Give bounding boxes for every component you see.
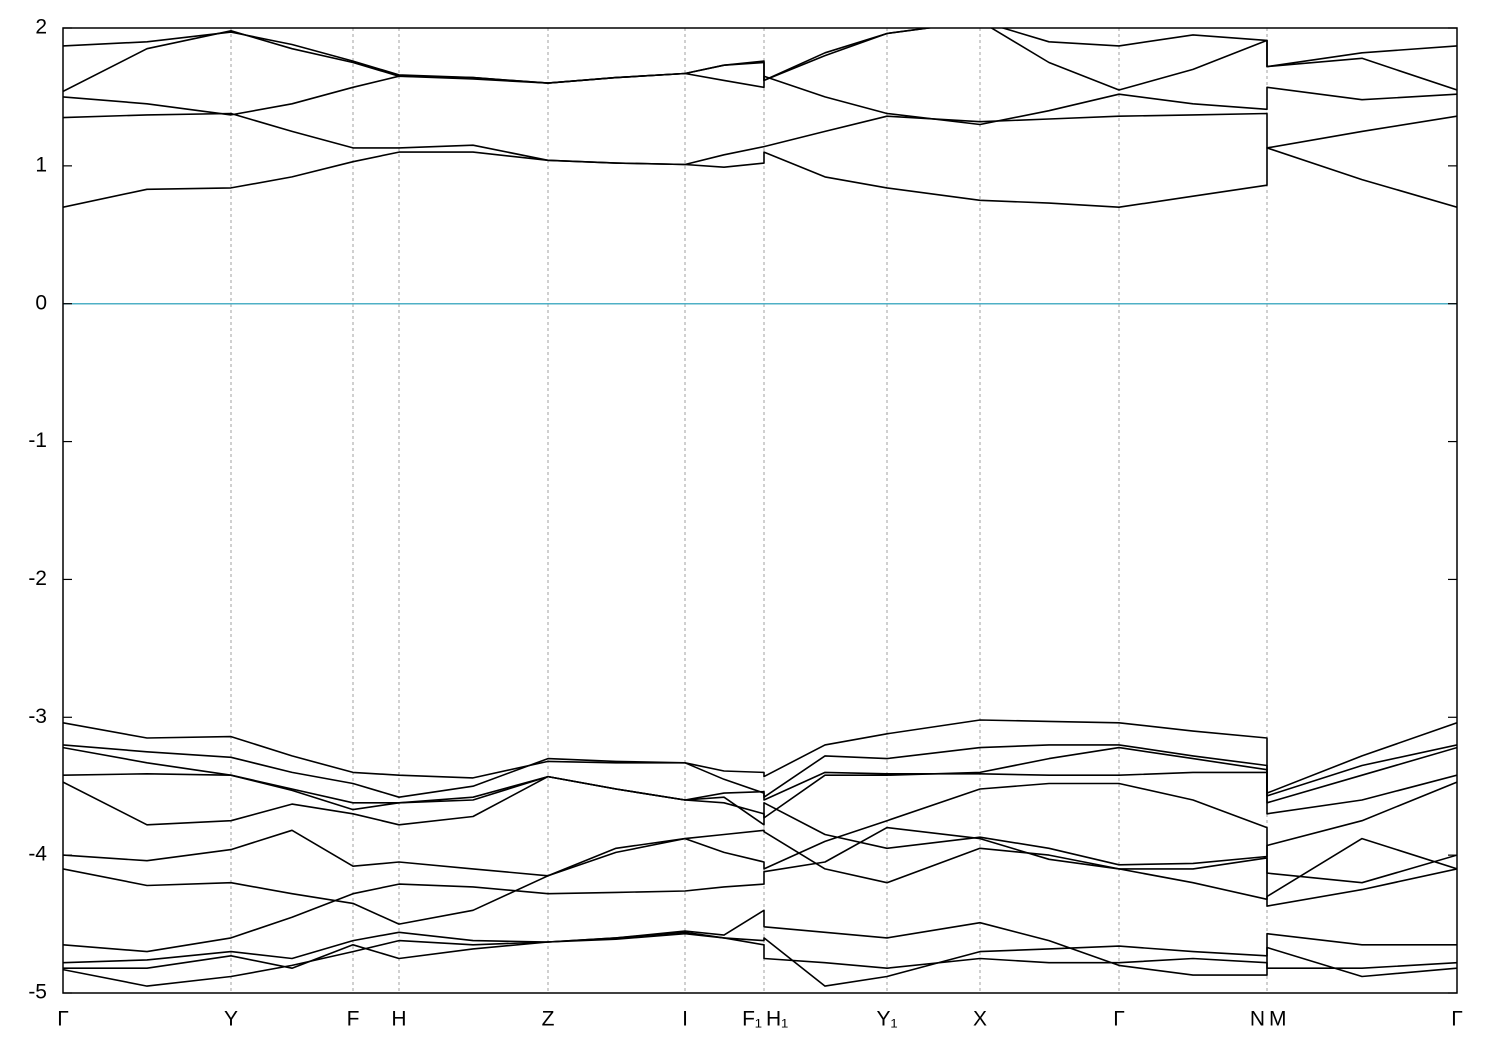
- band-line: [63, 744, 1457, 798]
- bands: [63, 28, 1457, 987]
- plot-frame: [62, 27, 1458, 994]
- band-line: [63, 746, 1457, 819]
- band-line: [63, 147, 1457, 208]
- y-tick-label: -4: [28, 843, 47, 866]
- grid: [63, 28, 1457, 993]
- x-tick-label: Γ: [57, 1008, 69, 1031]
- band-line: [63, 829, 1457, 925]
- band-line: [63, 771, 1457, 815]
- x-tick-label: Γ: [1451, 1008, 1463, 1031]
- band-line: [63, 72, 1457, 126]
- x-tick-label: N: [1250, 1008, 1265, 1031]
- x-tick-label: I: [682, 1008, 688, 1031]
- y-tick-label: -3: [28, 705, 47, 728]
- x-tick-label: Z: [542, 1008, 555, 1031]
- band-line: [63, 932, 1457, 987]
- y-tick-label: 1: [35, 153, 47, 176]
- band-line: [63, 719, 1457, 794]
- x-tick-label: H₁: [766, 1008, 788, 1031]
- x-tick-label: H: [391, 1008, 406, 1031]
- x-tick-label: X: [973, 1008, 987, 1031]
- labels: -5 -4 -3 -2 -1 0 1 2 Γ Y F H Z I F₁ H₁ Y₁ X Γ N M Γ: [28, 16, 1462, 1031]
- x-tick-label: Y: [224, 1008, 238, 1031]
- y-tick-label: 0: [35, 291, 47, 314]
- band-line: [63, 931, 1457, 987]
- x-tick-label: F: [347, 1008, 360, 1031]
- band-line: [63, 112, 1457, 166]
- band-line: [63, 28, 1457, 93]
- band-line: [63, 28, 1457, 84]
- x-tick-label: M: [1269, 1008, 1287, 1031]
- y-tick-label: -5: [28, 981, 47, 1004]
- y-tick-label: -1: [28, 429, 47, 452]
- y-tick-label: 2: [35, 16, 47, 39]
- band-line: [63, 826, 1457, 953]
- band-line: [63, 909, 1457, 976]
- x-tick-label: Y₁: [876, 1008, 897, 1031]
- band-line: [63, 782, 1457, 884]
- y-tick-label: -2: [28, 567, 47, 590]
- x-tick-label: Γ: [1113, 1008, 1125, 1031]
- band-line: [63, 775, 1457, 866]
- x-tick-label: F₁: [742, 1008, 762, 1031]
